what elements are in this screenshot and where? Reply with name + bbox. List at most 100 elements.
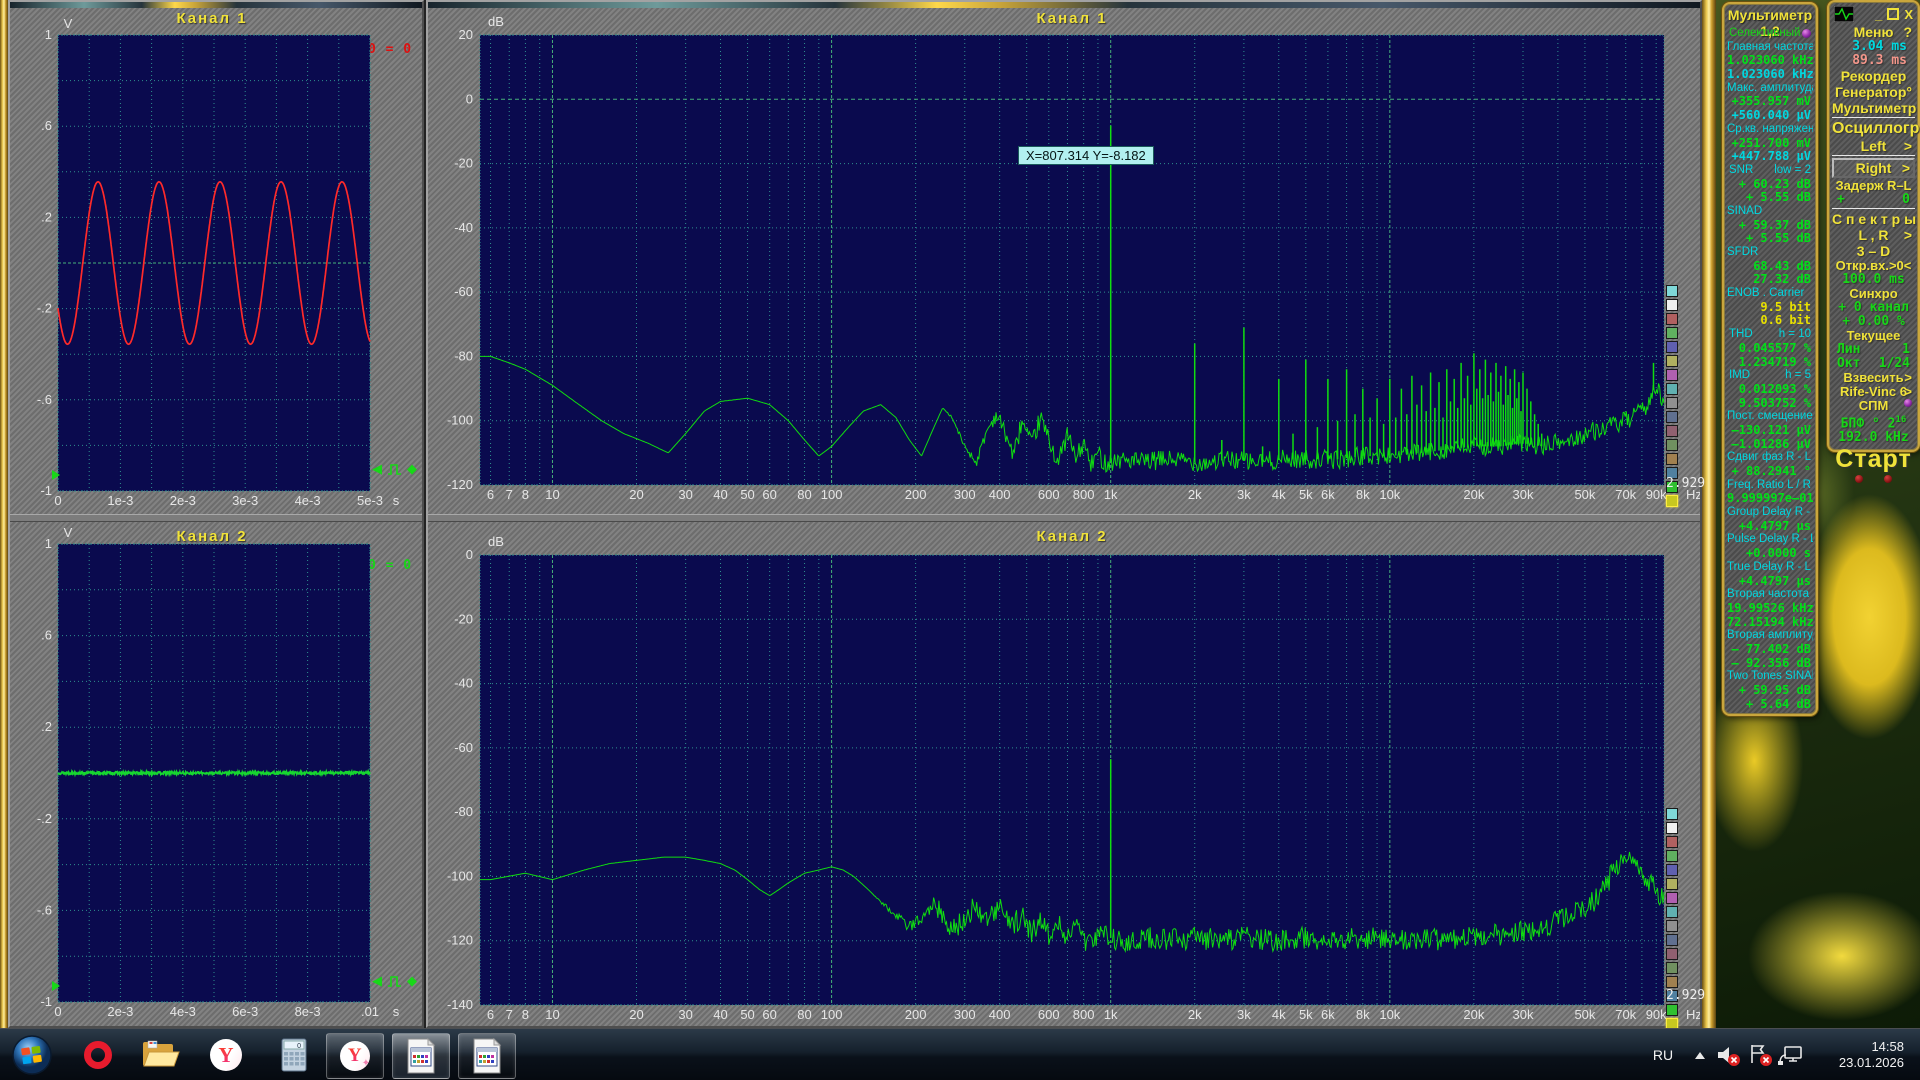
control-item-текущее[interactable]: Текущее xyxy=(1846,328,1901,343)
trace-color-swatch[interactable] xyxy=(1666,425,1678,437)
volume-muted-icon[interactable] xyxy=(1714,1033,1744,1077)
start-button[interactable] xyxy=(8,1033,56,1077)
control-item-с-п-е-к-т-р-ы[interactable]: С п е к т р ы xyxy=(1832,211,1917,227)
clock[interactable]: 14:58 23.01.2026 xyxy=(1812,1033,1904,1077)
trace-color-swatch[interactable] xyxy=(1666,808,1678,820)
scope2-trigger-marker-icon[interactable] xyxy=(52,981,60,991)
trace-color-swatch[interactable] xyxy=(1666,1004,1678,1016)
mm-value: + 5.55 dB xyxy=(1745,232,1811,246)
scope1-plot[interactable]: 0 1e-3 2e-3 3e-3 4e-3 5e-3 s 1 .6 .2 -.2 -.6 -1 V xyxy=(10,2,422,516)
scope2-plot[interactable]: 0 2e-3 4e-3 6e-3 8e-3 .01 s 1 .6 .2 -.2 -.6 -1 V xyxy=(10,520,422,1030)
trace-color-swatch[interactable] xyxy=(1666,383,1678,395)
trace-color-swatch[interactable] xyxy=(1666,892,1678,904)
trace-color-swatch[interactable] xyxy=(1666,453,1678,465)
mm-label: Freq. Ratio L / R xyxy=(1727,478,1811,491)
control-item-синхро[interactable]: Синхро xyxy=(1849,286,1898,301)
control-item-89-3-ms[interactable]: 89.3 ms xyxy=(1852,53,1907,68)
trace-color-swatch[interactable] xyxy=(1666,990,1678,1002)
trace-color-swatch[interactable] xyxy=(1666,906,1678,918)
trace-color-swatch[interactable] xyxy=(1666,878,1678,890)
control-item-мультиметр[interactable]: Мультиметр xyxy=(1832,100,1917,118)
trace-color-swatch[interactable] xyxy=(1666,976,1678,988)
svg-text:800: 800 xyxy=(1073,1007,1095,1022)
control-item-192-0-khz[interactable]: 192.0 kHz xyxy=(1838,430,1909,446)
trace-color-swatch[interactable] xyxy=(1666,467,1678,479)
tray-expand-icon[interactable] xyxy=(1690,1033,1710,1077)
left-arrow-icon[interactable]: ◀ xyxy=(372,974,382,989)
control-item-3-04-ms[interactable]: 3.04 ms xyxy=(1852,39,1907,54)
taskbar-button-analyzer-2[interactable] xyxy=(458,1033,516,1079)
trace-color-swatch[interactable] xyxy=(1666,355,1678,367)
trace-color-swatch[interactable] xyxy=(1666,850,1678,862)
svg-text:0: 0 xyxy=(297,1043,301,1050)
control-item-бпф-2[interactable]: БПФ ° 216 xyxy=(1840,415,1907,432)
diamond-icon[interactable]: ◆ xyxy=(407,974,417,989)
yandex-browser-icon[interactable]: Y xyxy=(203,1033,249,1077)
control-item-рекордер[interactable]: Рекордер xyxy=(1840,68,1907,84)
control-item-спм[interactable]: СПМ xyxy=(1832,399,1915,413)
action-center-flag-icon[interactable] xyxy=(1746,1033,1776,1077)
trace-color-swatch[interactable] xyxy=(1666,934,1678,946)
network-icon[interactable] xyxy=(1776,1033,1806,1077)
control-item-right[interactable]: Right > xyxy=(1832,158,1915,178)
opera-icon[interactable] xyxy=(76,1033,120,1077)
scope2-markers[interactable]: ◀ ◆ xyxy=(372,974,417,989)
calculator-icon[interactable]: 0 xyxy=(276,1033,312,1077)
trace-color-swatch[interactable] xyxy=(1666,299,1678,311)
control-item-осциллогр[interactable]: Осциллогр xyxy=(1832,120,1920,137)
trace-color-swatch[interactable] xyxy=(1666,836,1678,848)
control-item-left[interactable]: Left > xyxy=(1832,138,1915,156)
control-item--0-канал[interactable]: + 0 канал xyxy=(1838,300,1909,315)
trace-color-swatch[interactable] xyxy=(1666,495,1678,507)
trace-color-swatch[interactable] xyxy=(1666,285,1678,297)
control-item-взвесить[interactable]: Взвесить > xyxy=(1843,370,1912,385)
trace-color-swatch[interactable] xyxy=(1666,411,1678,423)
taskbar-button-yandex[interactable]: Y ✦ xyxy=(326,1033,384,1079)
control-item-лин[interactable]: Лин 1 xyxy=(1837,342,1910,357)
close-button[interactable]: X xyxy=(1904,6,1913,22)
control-item-l-r[interactable]: L , R > xyxy=(1858,227,1912,243)
mm-value: 0.012093 % xyxy=(1738,382,1811,396)
control-item-старт[interactable]: Старт xyxy=(1835,445,1912,474)
language-indicator[interactable]: RU xyxy=(1652,1047,1674,1063)
mm-value: +4.4797 µs xyxy=(1738,519,1811,533)
left-arrow-icon[interactable]: ◀ xyxy=(372,462,382,477)
control-item-генератор-[interactable]: Генератор° xyxy=(1835,84,1912,100)
trace-color-swatch[interactable] xyxy=(1666,313,1678,325)
trace-color-swatch[interactable] xyxy=(1666,920,1678,932)
control-item-3-d[interactable]: 3 – D xyxy=(1856,243,1891,259)
pulse-icon[interactable] xyxy=(387,975,402,988)
trace-color-swatch[interactable] xyxy=(1666,481,1678,493)
mm-label: Two Tones SINAD xyxy=(1727,670,1813,683)
control-item-rife-vinc-6[interactable]: Rife-Vinc 6 > xyxy=(1840,384,1912,399)
trace-color-swatch[interactable] xyxy=(1666,439,1678,451)
spec2-trace-color-swatches[interactable] xyxy=(1666,808,1678,1032)
control-item--[interactable]: +0 xyxy=(1832,193,1915,209)
scope1-trigger-marker-icon[interactable] xyxy=(52,470,60,480)
taskbar-button-analyzer-1[interactable] xyxy=(392,1033,450,1079)
trace-color-swatch[interactable] xyxy=(1666,822,1678,834)
control-item-откр-вх-0-[interactable]: Откр.вх.>0< xyxy=(1835,258,1912,273)
diamond-icon[interactable]: ◆ xyxy=(407,462,417,477)
spec2-plot[interactable]: 6 7 8 10 20 30 40 50 60 80 100 200 300 400 600 800 1k 2k 3… xyxy=(428,520,1700,1030)
explorer-folder-icon[interactable] xyxy=(138,1033,184,1077)
maximize-button[interactable] xyxy=(1887,8,1900,20)
trace-color-swatch[interactable] xyxy=(1666,948,1678,960)
trace-color-swatch[interactable] xyxy=(1666,962,1678,974)
trace-color-swatch[interactable] xyxy=(1666,397,1678,409)
control-item-задерж-r-l[interactable]: Задерж R–L xyxy=(1835,178,1912,193)
spec1-plot[interactable]: 6 7 8 10 20 30 40 50 60 80 100 200 300 400 600 800 1k 2k 3… xyxy=(428,2,1700,516)
minimize-button[interactable]: _ xyxy=(1875,6,1883,22)
spec1-trace-color-swatches[interactable] xyxy=(1666,285,1678,509)
trace-color-swatch[interactable] xyxy=(1666,864,1678,876)
trace-color-swatch[interactable] xyxy=(1666,341,1678,353)
control-item--0-00-[interactable]: + 0.00 % xyxy=(1842,314,1905,329)
trace-color-swatch[interactable] xyxy=(1666,369,1678,381)
control-item-100-0-ms[interactable]: 100.0 ms xyxy=(1842,272,1905,287)
pulse-icon[interactable] xyxy=(387,463,402,476)
svg-text:100: 100 xyxy=(821,1007,843,1022)
control-item-меню[interactable]: Меню? xyxy=(1853,24,1912,40)
scope1-markers[interactable]: ◀ ◆ xyxy=(372,462,417,477)
control-item-окт[interactable]: Окт 1/24 xyxy=(1837,356,1910,371)
trace-color-swatch[interactable] xyxy=(1666,327,1678,339)
